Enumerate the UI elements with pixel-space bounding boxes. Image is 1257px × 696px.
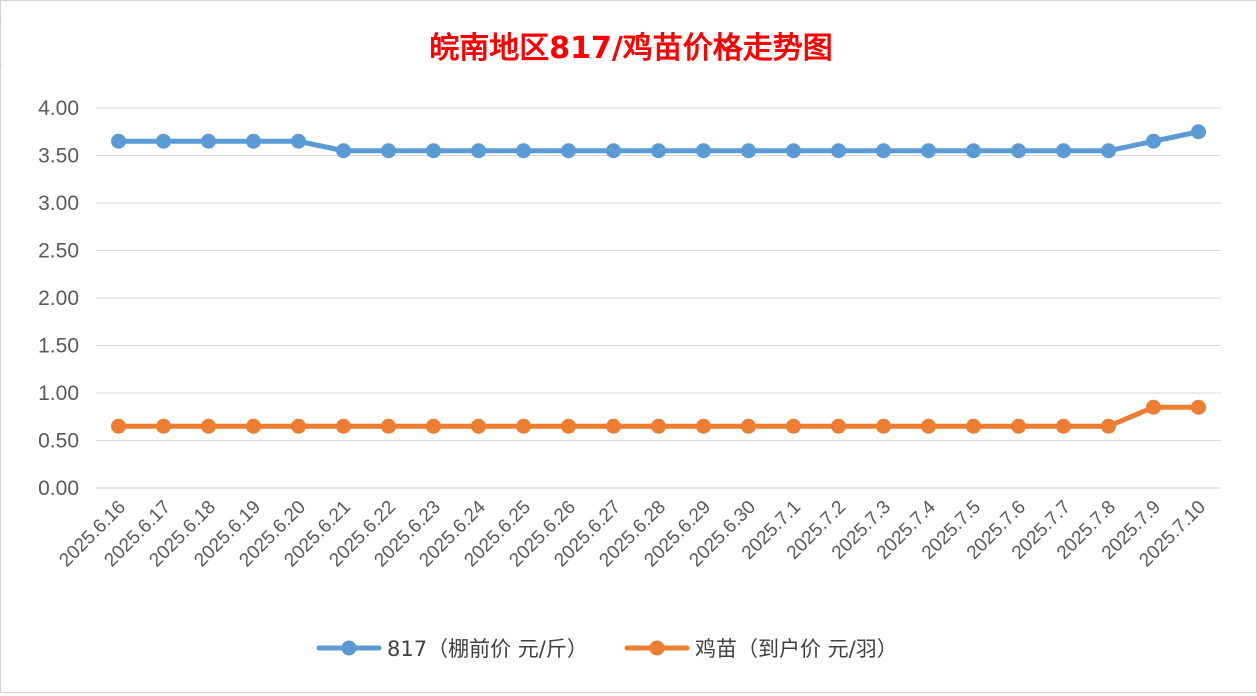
y-tick-label: 2.00	[38, 287, 79, 310]
data-point	[1191, 124, 1206, 140]
data-point	[1191, 399, 1206, 415]
data-point	[696, 143, 711, 159]
data-point	[336, 143, 351, 159]
data-point	[876, 143, 891, 159]
data-point	[696, 418, 711, 434]
data-point	[471, 418, 486, 434]
data-point	[156, 418, 171, 434]
data-point	[516, 143, 531, 159]
data-point	[1146, 399, 1161, 415]
data-point	[606, 143, 621, 159]
y-tick-label: 0.00	[38, 477, 79, 500]
data-point	[381, 143, 396, 159]
data-point	[606, 418, 621, 434]
data-point	[1056, 143, 1071, 159]
y-tick-label: 1.00	[38, 382, 79, 405]
data-point	[876, 418, 891, 434]
y-tick-label: 3.50	[38, 145, 79, 168]
data-point	[1056, 418, 1071, 434]
y-tick-label: 0.50	[38, 430, 79, 453]
data-point	[381, 418, 396, 434]
data-point	[966, 143, 981, 159]
y-tick-label: 2.50	[38, 240, 79, 263]
data-point	[426, 143, 441, 159]
data-point	[651, 418, 666, 434]
data-point	[741, 418, 756, 434]
y-axis-ticks: 0.00 0.50 1.00 1.50 2.00 2.50 3.00 3.50 4.00	[38, 97, 79, 500]
legend-label-2: 鸡苗（到户价 元/羽）	[695, 637, 898, 661]
data-point	[786, 418, 801, 434]
gridlines	[96, 107, 1221, 489]
data-point	[291, 133, 306, 149]
data-point	[156, 133, 171, 149]
chart-title: 皖南地区817/鸡苗价格走势图	[429, 31, 833, 66]
data-point	[1101, 418, 1116, 434]
data-point	[1011, 418, 1026, 434]
data-point	[651, 143, 666, 159]
legend-marker-1	[341, 640, 357, 656]
data-point	[561, 143, 576, 159]
data-point	[426, 418, 441, 434]
data-point	[1101, 143, 1116, 159]
data-point	[111, 418, 126, 434]
data-point	[201, 133, 216, 149]
legend-marker-2	[649, 640, 665, 656]
data-point	[561, 418, 576, 434]
data-point	[741, 143, 756, 159]
series-lines	[111, 124, 1206, 434]
data-point	[966, 418, 981, 434]
data-point	[246, 133, 261, 149]
data-point	[471, 143, 486, 159]
data-point	[831, 418, 846, 434]
data-point	[1146, 133, 1161, 149]
data-point	[831, 143, 846, 159]
data-point	[201, 418, 216, 434]
spreadsheet-grid	[1, 18, 3, 66]
y-tick-label: 1.50	[38, 335, 79, 358]
data-point	[111, 133, 126, 149]
data-point	[336, 418, 351, 434]
data-point	[786, 143, 801, 159]
data-point	[291, 418, 306, 434]
data-point	[921, 143, 936, 159]
data-point	[246, 418, 261, 434]
y-tick-label: 3.00	[38, 192, 79, 215]
data-point	[1011, 143, 1026, 159]
x-axis-ticks: 2025.6.162025.6.172025.6.182025.6.192025…	[55, 496, 1210, 571]
legend: 817（棚前价 元/斤） 鸡苗（到户价 元/羽）	[316, 637, 898, 661]
data-point	[921, 418, 936, 434]
y-tick-label: 4.00	[38, 97, 79, 120]
data-point	[516, 418, 531, 434]
legend-label-1: 817（棚前价 元/斤）	[387, 637, 588, 661]
